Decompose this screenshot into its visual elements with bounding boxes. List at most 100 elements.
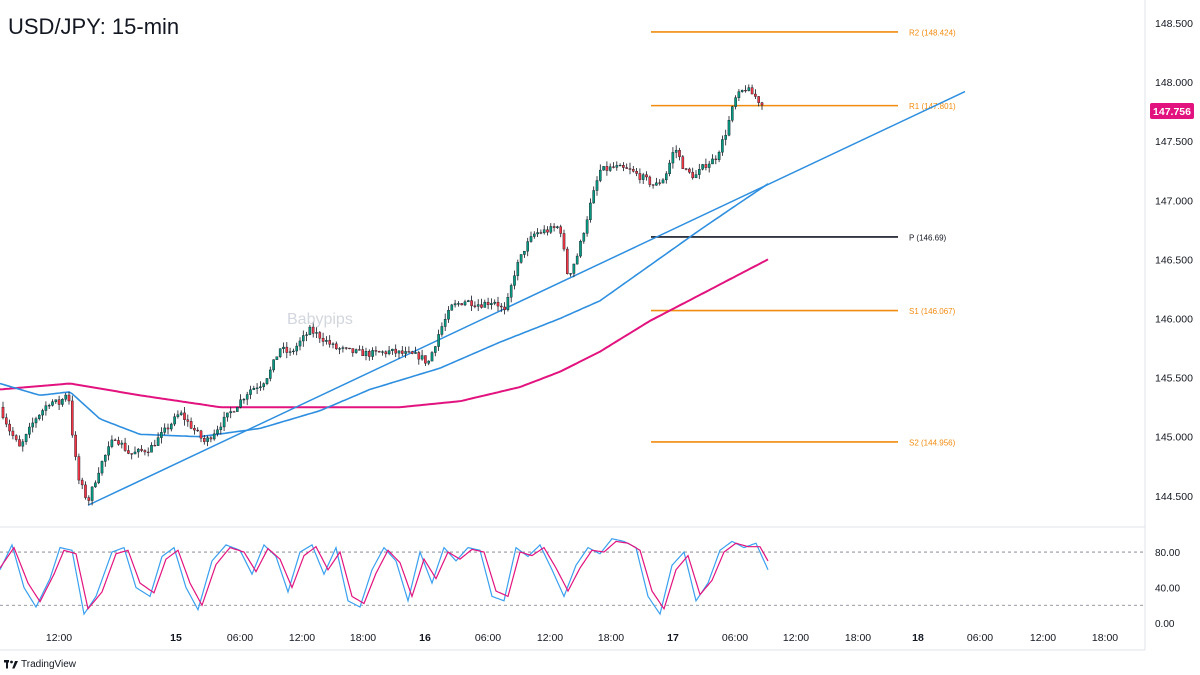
candle-body xyxy=(622,165,625,168)
candle-body xyxy=(599,169,602,181)
candle-body xyxy=(315,332,318,334)
candle-body xyxy=(153,445,157,447)
candle-body xyxy=(285,346,289,353)
candle-body xyxy=(453,303,457,306)
x-tick-label: 12:00 xyxy=(1030,632,1056,644)
candle-body xyxy=(117,440,120,445)
candle-body xyxy=(361,349,365,357)
x-tick-label: 06:00 xyxy=(967,632,993,644)
candle-body xyxy=(351,348,355,353)
candle-body xyxy=(14,435,18,440)
candle-body xyxy=(731,106,734,121)
candle-body xyxy=(364,351,368,357)
candle-body xyxy=(707,163,711,168)
pivot-label: S1 (146.067) xyxy=(909,307,956,316)
candle-body xyxy=(199,430,203,439)
candle-body xyxy=(100,461,104,474)
candle-body xyxy=(744,89,747,92)
candle-body xyxy=(21,441,25,447)
candle-body xyxy=(11,430,15,436)
candle-body xyxy=(212,433,216,440)
candle-body xyxy=(262,383,266,387)
candle-body xyxy=(107,446,110,456)
candle-body xyxy=(34,418,38,424)
candle-body xyxy=(450,304,454,311)
candle-body xyxy=(638,173,642,180)
candle-body xyxy=(259,386,262,389)
candle-body xyxy=(671,152,675,164)
candle-body xyxy=(760,102,764,106)
stochastic-tick-label: 0.00 xyxy=(1155,619,1175,630)
candle-body xyxy=(302,335,305,342)
candle-body xyxy=(460,303,464,306)
candle-body xyxy=(44,405,48,411)
candle-body xyxy=(632,169,635,172)
candle-body xyxy=(533,233,536,237)
candle-body xyxy=(28,426,31,435)
candle-body xyxy=(661,179,665,184)
candle-body xyxy=(120,442,124,445)
candle-body xyxy=(394,348,398,354)
tradingview-logo-icon xyxy=(4,660,18,669)
candle-body xyxy=(74,434,77,457)
candle-body xyxy=(674,150,678,153)
candle-body xyxy=(110,439,114,447)
candle-body xyxy=(255,387,259,389)
candle-body xyxy=(407,351,411,353)
candle-body xyxy=(130,453,134,455)
candle-body xyxy=(658,182,661,184)
candle-body xyxy=(605,166,609,171)
candle-body xyxy=(443,319,447,327)
candle-body xyxy=(265,378,269,384)
candle-body xyxy=(523,250,526,255)
candle-body xyxy=(239,399,242,408)
candle-body xyxy=(694,174,698,179)
candle-body xyxy=(602,166,605,171)
candle-body xyxy=(747,87,751,91)
candle-body xyxy=(592,190,595,204)
candle-body xyxy=(467,300,470,303)
x-tick-label: 15 xyxy=(170,632,182,644)
candle-body xyxy=(179,412,183,415)
candle-body xyxy=(242,399,246,401)
candle-body xyxy=(430,352,434,362)
pivot-label: S2 (144.956) xyxy=(909,438,956,447)
y-tick-label: 148.000 xyxy=(1155,77,1193,89)
candle-body xyxy=(585,219,589,234)
candle-body xyxy=(229,411,233,414)
candle-body xyxy=(311,326,315,334)
candle-body xyxy=(226,412,229,418)
x-tick-label: 17 xyxy=(667,632,679,644)
candle-body xyxy=(163,427,167,433)
candle-body xyxy=(173,416,176,425)
candle-body xyxy=(18,439,21,447)
candle-body xyxy=(483,301,487,308)
candle-body xyxy=(496,301,500,307)
candle-body xyxy=(127,450,130,454)
candle-body xyxy=(328,340,332,345)
candle-body xyxy=(235,407,239,412)
y-tick-label: 144.500 xyxy=(1155,491,1193,503)
candle-body xyxy=(526,241,529,252)
candle-body xyxy=(70,400,74,436)
candle-body xyxy=(140,448,143,451)
candle-body xyxy=(750,87,754,95)
candle-body xyxy=(513,275,516,286)
candle-body xyxy=(338,348,341,350)
candle-body xyxy=(414,352,417,354)
candle-body xyxy=(31,422,35,428)
brand-label: TradingView xyxy=(21,659,77,670)
candle-body xyxy=(219,426,223,430)
candle-body xyxy=(486,301,490,305)
candle-body xyxy=(113,439,117,441)
candle-body xyxy=(143,450,147,453)
candle-body xyxy=(463,301,467,306)
x-tick-label: 18:00 xyxy=(1092,632,1118,644)
candle-body xyxy=(295,345,299,352)
candle-body xyxy=(335,343,338,350)
candle-body xyxy=(202,438,206,442)
brand-footer[interactable]: TradingView xyxy=(4,659,76,670)
candle-body xyxy=(711,158,714,165)
candle-body xyxy=(166,427,170,430)
candle-body xyxy=(51,401,54,406)
